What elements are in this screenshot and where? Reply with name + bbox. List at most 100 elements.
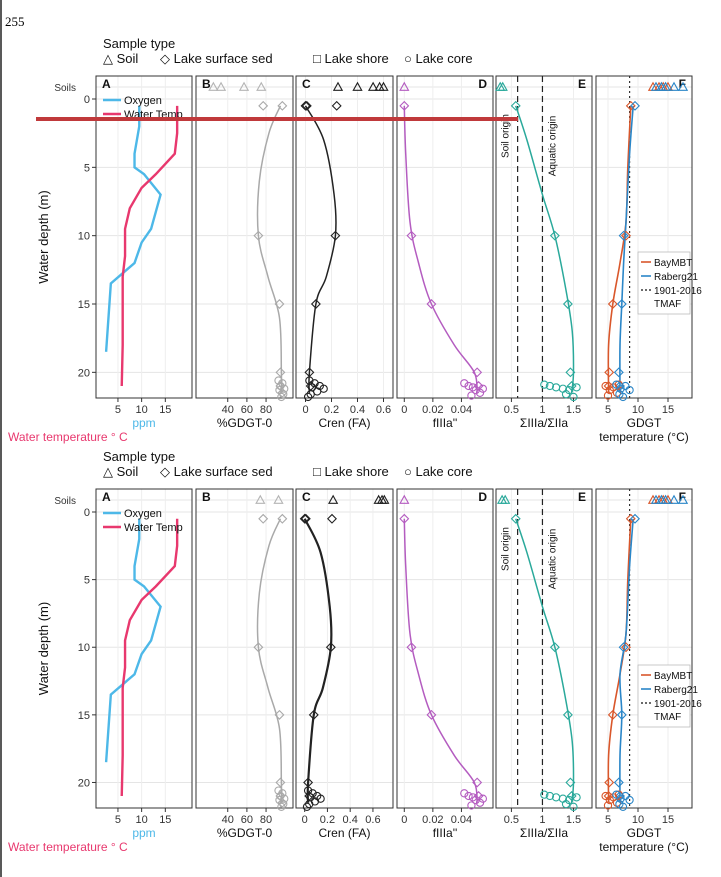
core-marker (561, 799, 571, 809)
x-tick-label: 0.5 (504, 404, 519, 416)
surface-marker (510, 513, 521, 524)
panel-letter: B (202, 490, 211, 504)
x-tick-label: 0.5 (504, 814, 519, 826)
core-marker (561, 390, 571, 399)
surface-marker (325, 642, 336, 653)
raberg-curve (619, 105, 634, 393)
panel-F: 5 10 15FBayMBTRaberg211901-2016TMAFGDGTtem… (595, 488, 702, 854)
surface-marker (510, 100, 521, 111)
x-tick-label: 10 (136, 404, 148, 416)
x-tick-label: 1 (539, 404, 545, 416)
soil-marker (352, 81, 363, 91)
surface-marker (549, 642, 560, 653)
x-tick-label: 40 (222, 404, 234, 416)
x-tick-label: 1.5 (566, 814, 581, 826)
x-tick-label: 0 (302, 814, 308, 826)
baymbt-curve (607, 105, 632, 393)
x-tick-label: 60 (241, 404, 253, 416)
panel-E: 0.5 1 1.5 E Soil origin Aquatic origin ΣIIIa/Σ… (495, 75, 593, 430)
core-marker (308, 789, 317, 798)
core-marker (280, 794, 289, 803)
surface-marker (549, 230, 560, 241)
panel-letter: D (478, 490, 487, 504)
core-marker (280, 384, 289, 393)
core-marker (478, 794, 488, 803)
core-marker (475, 388, 485, 397)
surface-marker (630, 513, 640, 524)
core-marker (569, 392, 578, 402)
surface-marker (607, 709, 618, 720)
core-marker (467, 801, 476, 810)
C-curve (303, 518, 333, 803)
surface-marker (621, 642, 631, 653)
core-marker (464, 381, 473, 391)
surface-marker (613, 367, 624, 378)
surface-marker (253, 230, 264, 241)
B-curve (256, 518, 283, 803)
panel-F: 5 10 15FBayMBTRaberg211901-2016TMAFGDGTtem… (595, 75, 702, 444)
tmaf-legend-label-1: 1901-2016 (654, 286, 702, 297)
surface-marker (604, 367, 615, 378)
surface-marker (274, 709, 285, 720)
baymbt-legend-label: BayMBT (654, 671, 692, 682)
surface-marker (472, 367, 483, 378)
D-curve (403, 105, 478, 393)
panel-letter: A (102, 490, 111, 504)
soil-marker (399, 81, 410, 91)
x-tick-label: 80 (260, 404, 272, 416)
soils-row-label: Soils (54, 496, 76, 507)
core-marker (616, 384, 625, 393)
oxygen-line (104, 518, 162, 763)
panel-letter: D (478, 77, 487, 91)
core-marker (306, 390, 315, 399)
panel-frame (495, 488, 593, 809)
legend-item: □ Lake shore (313, 51, 389, 66)
y-tick-label: 5 (84, 162, 90, 174)
x-tick-label: 5 (115, 814, 121, 826)
surface-marker (562, 709, 573, 720)
surface-marker (300, 100, 311, 111)
soil-marker (327, 494, 339, 504)
core-marker (618, 392, 628, 402)
core-marker (540, 790, 549, 799)
surface-marker (625, 100, 636, 111)
x-tick-label: 0 (302, 404, 308, 416)
soil-marker (379, 494, 390, 504)
surface-marker (308, 709, 319, 720)
panel-frame (95, 488, 193, 809)
core-marker (618, 802, 628, 811)
soil-marker (208, 81, 219, 91)
soil-marker (668, 81, 680, 91)
legend-title: Sample type (103, 36, 175, 51)
x-axis-label-f1: GDGT (627, 826, 662, 840)
y-tick-label: 20 (78, 367, 90, 379)
panel-letter: C (302, 77, 311, 91)
x-tick-label: 80 (260, 814, 272, 826)
y-tick-label: 20 (78, 777, 90, 789)
soil-origin-label: Soil origin (501, 114, 512, 158)
core-marker (625, 795, 634, 805)
core-marker (545, 791, 555, 801)
C-curve (304, 105, 337, 393)
surface-marker (618, 642, 629, 653)
panel-frame (195, 488, 294, 809)
surface-marker (274, 299, 285, 309)
soil-marker (399, 494, 410, 504)
x-tick-label: 0.02 (422, 814, 443, 826)
panel-C: 0 0.2 0.4 0.6 C Cren (FA) (295, 75, 394, 430)
surface-marker (616, 709, 627, 720)
x-axis-label-B: %GDGT-0 (217, 416, 273, 430)
tmaf-legend-label-2: TMAF (654, 299, 681, 310)
core-marker (603, 391, 613, 400)
surface-marker (426, 299, 437, 309)
core-marker (464, 791, 473, 801)
y-tick-label: 0 (84, 94, 90, 106)
panel-frame (495, 75, 593, 399)
surface-marker (277, 513, 288, 524)
surface-marker (327, 513, 337, 524)
surface-marker (399, 100, 410, 111)
legend-item: ◇ Lake surface sed (160, 51, 273, 66)
